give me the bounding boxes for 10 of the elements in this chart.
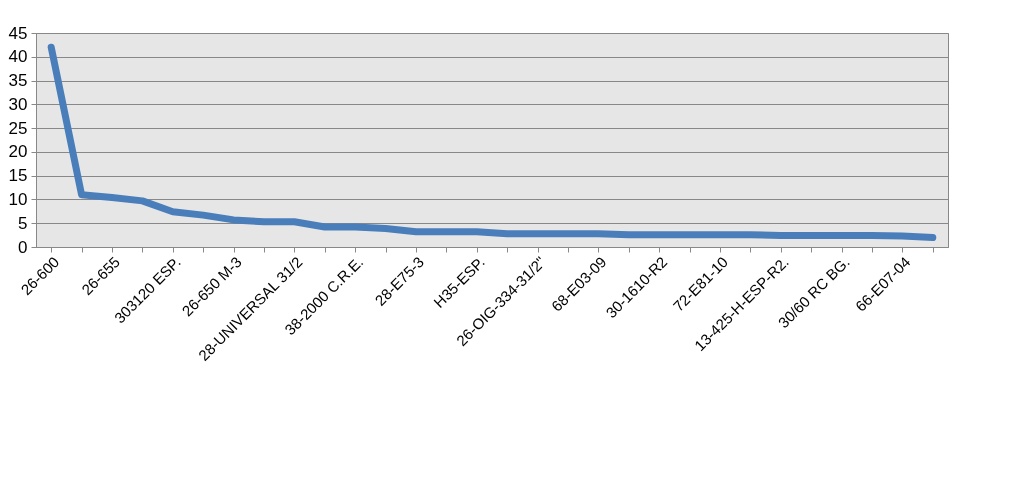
y-tick-label: 5 bbox=[18, 213, 28, 233]
y-tick-label: 10 bbox=[8, 189, 28, 209]
y-tick-label: 0 bbox=[18, 237, 28, 257]
y-tick-label: 25 bbox=[8, 118, 28, 138]
y-tick-label: 30 bbox=[8, 94, 28, 114]
y-tick-label: 40 bbox=[8, 47, 28, 67]
y-tick-label: 15 bbox=[8, 166, 28, 186]
y-tick-label: 35 bbox=[8, 71, 28, 91]
y-tick-label: 45 bbox=[8, 23, 28, 43]
y-tick-label: 20 bbox=[8, 142, 28, 162]
